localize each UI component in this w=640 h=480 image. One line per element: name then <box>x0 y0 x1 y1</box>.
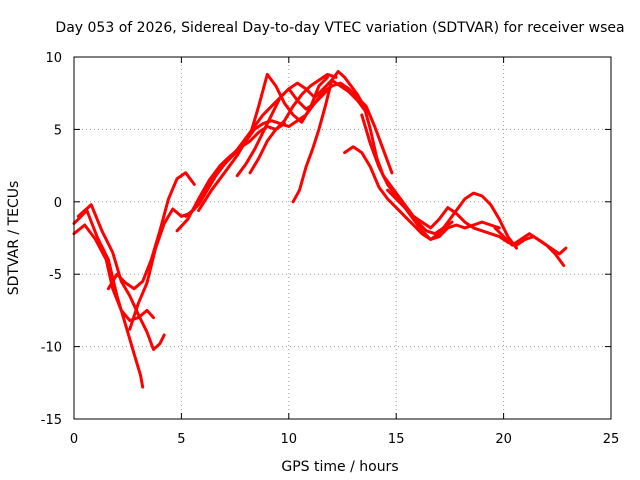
series-line-pass-9 <box>235 84 334 178</box>
plot-frame <box>73 56 612 420</box>
x-tick-labels: 0 5 10 15 20 25 <box>70 57 619 447</box>
x-tick-label: 20 <box>495 432 512 447</box>
y-axis-label: SDTVAR / TECUs <box>6 181 22 296</box>
y-tick-labels: -15 -10 -5 0 5 10 <box>41 51 611 428</box>
series-line-pass-13 <box>360 113 518 250</box>
y-tick-label: -15 <box>41 413 62 428</box>
x-axis-label: GPS time / hours <box>281 459 398 475</box>
x-tick-label: 5 <box>177 432 185 447</box>
x-tick-label: 15 <box>388 432 405 447</box>
series-line-pass-11 <box>291 70 454 236</box>
y-tick-label: 5 <box>54 123 62 138</box>
series-line-pass-12 <box>343 145 501 241</box>
x-tick-label: 10 <box>281 432 298 447</box>
chart-title: Day 053 of 2026, Sidereal Day-to-day VTE… <box>55 20 624 36</box>
series-layer <box>72 70 568 389</box>
x-tick-label: 0 <box>70 432 78 447</box>
series-line-pass-7 <box>184 78 368 218</box>
y-tick-label: 0 <box>54 196 62 211</box>
y-tick-label: -5 <box>49 268 62 283</box>
series-line-pass-2 <box>76 203 166 351</box>
series-line-pass-3 <box>72 223 155 322</box>
y-tick-label: -10 <box>41 341 62 356</box>
series-line-pass-10 <box>248 72 338 175</box>
x-tick-label: 25 <box>603 432 620 447</box>
y-tick-label: 10 <box>45 51 62 66</box>
series-line-pass-15 <box>493 226 566 267</box>
